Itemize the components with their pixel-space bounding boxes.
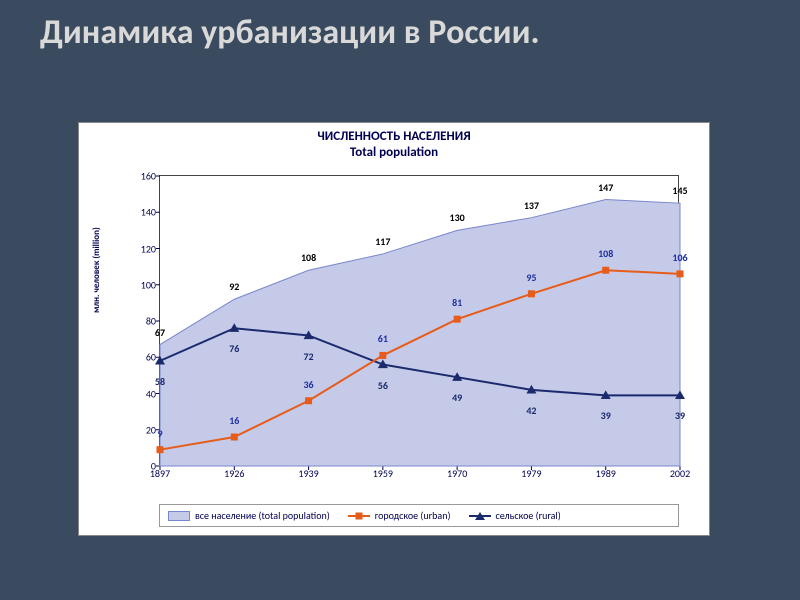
data-label-total: 145 — [672, 184, 687, 197]
data-label-rural: 76 — [229, 342, 239, 355]
data-label-urban: 61 — [378, 332, 388, 345]
y-tick: 140 — [141, 206, 160, 219]
ylabel-line2: (million) — [91, 227, 102, 258]
y-tick: 160 — [141, 170, 160, 183]
x-tick: 1979 — [521, 464, 541, 480]
chart-title-line1: ЧИСЛЕННОСТЬ НАСЕЛЕНИЯ — [79, 129, 709, 145]
x-tick: 1897 — [150, 464, 170, 480]
data-label-urban: 9 — [157, 427, 162, 440]
legend-label-rural: сельское (rural) — [496, 509, 561, 522]
plot-area: 0204060801001201401601897192619391959197… — [159, 175, 679, 465]
legend: все население (total population) городск… — [159, 504, 679, 527]
data-label-rural: 39 — [675, 409, 685, 422]
legend-label-total: все население (total population) — [195, 509, 330, 522]
legend-item-urban: городское (urban) — [348, 509, 451, 522]
x-tick: 1989 — [596, 464, 616, 480]
data-label-total: 108 — [301, 251, 316, 264]
legend-item-total: все население (total population) — [168, 509, 330, 522]
data-label-total: 137 — [524, 199, 539, 212]
x-tick: 1939 — [298, 464, 318, 480]
data-label-urban: 106 — [672, 251, 687, 264]
x-tick: 2002 — [670, 464, 690, 480]
data-label-urban: 36 — [303, 378, 313, 391]
data-label-total: 92 — [229, 280, 239, 293]
data-label-total: 67 — [155, 326, 165, 339]
ylabel-line1: млн. человек — [91, 261, 102, 313]
y-tick: 120 — [141, 242, 160, 255]
data-label-urban: 16 — [229, 414, 239, 427]
legend-swatch-rural — [469, 511, 491, 521]
x-tick: 1926 — [224, 464, 244, 480]
data-label-rural: 49 — [452, 391, 462, 404]
y-tick: 100 — [141, 278, 160, 291]
y-tick: 60 — [146, 351, 160, 364]
data-label-rural: 56 — [378, 379, 388, 392]
x-tick: 1970 — [447, 464, 467, 480]
data-label-total: 130 — [450, 211, 465, 224]
slide-title: Динамика урбанизации в России. — [0, 0, 800, 59]
chart-panel: ЧИСЛЕННОСТЬ НАСЕЛЕНИЯ Total population м… — [78, 122, 710, 536]
data-label-rural: 39 — [601, 409, 611, 422]
data-label-urban: 81 — [452, 296, 462, 309]
chart-title-line2: Total population — [79, 145, 709, 161]
legend-swatch-urban — [348, 511, 370, 521]
legend-label-urban: городское (urban) — [375, 509, 451, 522]
data-label-rural: 72 — [303, 350, 313, 363]
data-label-rural: 42 — [526, 404, 536, 417]
legend-item-rural: сельское (rural) — [469, 509, 561, 522]
chart-title: ЧИСЛЕННОСТЬ НАСЕЛЕНИЯ Total population — [79, 123, 709, 160]
data-label-urban: 95 — [526, 271, 536, 284]
y-tick: 40 — [146, 387, 160, 400]
data-label-urban: 108 — [598, 247, 613, 260]
legend-swatch-total — [168, 511, 190, 521]
y-axis-label: млн. человек (million) — [91, 227, 102, 313]
data-label-rural: 58 — [155, 375, 165, 388]
data-label-total: 147 — [598, 181, 613, 194]
data-label-total: 117 — [375, 235, 390, 248]
x-tick: 1959 — [373, 464, 393, 480]
